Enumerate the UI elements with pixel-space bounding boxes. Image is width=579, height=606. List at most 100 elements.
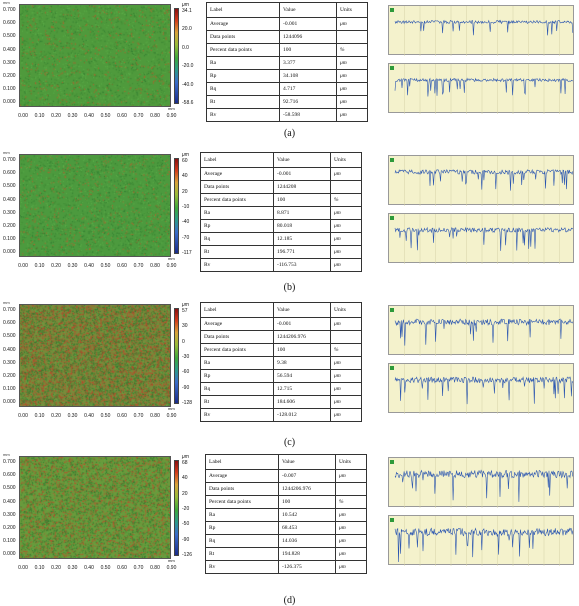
map-x-tick: 0.50 bbox=[100, 113, 111, 119]
table-cell: Data points bbox=[206, 30, 280, 44]
table-cell: Percent data points bbox=[205, 495, 279, 509]
map-x-tick: 0.20 bbox=[51, 113, 61, 119]
map-x-tick: 0.60 bbox=[117, 413, 127, 419]
profile-marker bbox=[390, 66, 394, 70]
map-y-tick: 0.000 bbox=[3, 99, 16, 106]
profile-marker bbox=[390, 216, 394, 220]
table-cell: 9.38 bbox=[273, 356, 331, 370]
map-y-tick: 0.000 bbox=[3, 399, 16, 406]
colorbar-tick: -90 bbox=[182, 384, 190, 391]
table-cell: 1244206.976 bbox=[273, 330, 331, 344]
colorbar-unit: μm bbox=[182, 302, 189, 308]
map-y-tick: 0.200 bbox=[3, 525, 16, 531]
roughness-profile-plot bbox=[388, 5, 574, 56]
table-cell: μm bbox=[330, 317, 362, 331]
table-cell: 1244206.976 bbox=[278, 482, 336, 496]
table-cell: μm bbox=[336, 69, 368, 83]
table-cell: 8.871 bbox=[273, 206, 331, 220]
colorbar-tick: 20 bbox=[182, 490, 188, 497]
table-cell: Average bbox=[206, 17, 280, 31]
table-cell: μm bbox=[335, 469, 367, 483]
table-cell: μm bbox=[335, 508, 367, 522]
map-y-tick: 0.300 bbox=[3, 59, 16, 66]
table-cell: μm bbox=[336, 56, 368, 70]
table-cell: Rv bbox=[200, 408, 274, 422]
table-header-cell: Value bbox=[279, 2, 337, 18]
height-map-image bbox=[19, 4, 171, 107]
table-row: Rp 80.018 μm bbox=[200, 219, 362, 233]
map-x-tick: 0.50 bbox=[100, 413, 111, 419]
colorbar-tick: 40 bbox=[182, 173, 188, 180]
table-cell: Average bbox=[200, 167, 274, 181]
map-y-tick: 0.200 bbox=[3, 73, 16, 79]
map-y-tick: 0.700 bbox=[3, 7, 16, 13]
map-x-tick: 0.70 bbox=[133, 413, 144, 419]
table-row: Rt 196.771 μm bbox=[200, 245, 362, 259]
map-x-tick: 0.40 bbox=[84, 565, 94, 571]
profile-trace bbox=[390, 214, 574, 264]
table-row: Ra 8.871 μm bbox=[200, 206, 362, 220]
map-x-tick: 0.80 bbox=[150, 263, 160, 269]
table-cell: μm bbox=[335, 560, 367, 574]
map-y-tick: 0.200 bbox=[3, 373, 16, 379]
table-row: Rp 56.594 μm bbox=[200, 369, 362, 383]
table-row: Average -0.001 μm bbox=[200, 167, 362, 181]
table-header-cell: Label bbox=[200, 302, 274, 318]
map-y-tick: 0.100 bbox=[3, 86, 16, 93]
table-cell: Data points bbox=[200, 180, 274, 194]
map-y-tick: 0.100 bbox=[3, 538, 16, 545]
table-cell: -116.753 bbox=[273, 258, 331, 272]
table-cell: Rt bbox=[200, 395, 274, 409]
profile-line bbox=[394, 226, 574, 251]
colorbar-tick: 40 bbox=[182, 475, 188, 482]
panel-caption: (c) bbox=[283, 437, 296, 448]
map-unit-label: mm bbox=[3, 150, 10, 155]
table-cell: 1244208 bbox=[273, 180, 331, 194]
table-cell: 34.108 bbox=[279, 69, 337, 83]
table-cell: μm bbox=[336, 17, 368, 31]
table-cell: Percent data points bbox=[200, 193, 274, 207]
table-row: Rv -116.753 μm bbox=[200, 258, 362, 272]
table-cell: μm bbox=[330, 219, 362, 233]
table-row: Average -0.001 μm bbox=[206, 17, 368, 31]
table-row: Percent data points 100% bbox=[206, 43, 368, 57]
table-header-cell: Value bbox=[273, 302, 331, 318]
colorbar-tick: -50 bbox=[182, 521, 190, 528]
map-unit-label: mm bbox=[3, 452, 10, 457]
height-map-texture bbox=[20, 5, 170, 106]
table-row: Rv -128.012 μm bbox=[200, 408, 362, 422]
map-x-tick: 0.30 bbox=[67, 113, 78, 119]
map-x-tick: 0.70 bbox=[133, 263, 144, 269]
colorbar-unit: μm bbox=[182, 454, 189, 460]
table-cell: Rq bbox=[200, 232, 274, 246]
colorbar-tick: 30 bbox=[182, 323, 188, 330]
map-y-tick: 0.400 bbox=[3, 196, 16, 203]
map-x-tick: 0.30 bbox=[67, 413, 78, 419]
map-y-tick: 0.700 bbox=[3, 459, 16, 465]
table-cell: % bbox=[335, 495, 367, 509]
map-x-tick: 0.90 bbox=[166, 413, 177, 419]
map-y-tick: 0.000 bbox=[3, 249, 16, 256]
panel-b: mm 0.700 0.600 0.500 0.400 0.300 0.200 0.100 0.0… bbox=[0, 150, 579, 290]
panel-c: mm 0.700 0.600 0.500 0.400 0.300 0.200 0.100 0.0… bbox=[0, 300, 579, 440]
table-cell: μm bbox=[330, 408, 362, 422]
roughness-parameter-table: Label Value Units Average -0.007 μm Data point… bbox=[205, 454, 367, 574]
map-y-tick: 0.200 bbox=[3, 223, 16, 229]
table-header-cell: Value bbox=[273, 152, 331, 168]
colorbar-tick: -10 bbox=[182, 204, 190, 210]
map-y-tick: 0.300 bbox=[3, 359, 16, 366]
map-x-tick: 0.30 bbox=[67, 565, 78, 571]
profile-line bbox=[394, 77, 573, 97]
profile-trace bbox=[390, 156, 574, 206]
table-cell: 80.018 bbox=[273, 219, 331, 233]
map-x-tick: 0.40 bbox=[84, 413, 94, 419]
table-row: Data points 1244206.976 bbox=[200, 330, 362, 344]
height-colorbar bbox=[174, 158, 179, 254]
roughness-profile-plot bbox=[388, 305, 574, 356]
table-row: Ra 9.38 μm bbox=[200, 356, 362, 370]
colorbar-unit: μm bbox=[182, 2, 189, 8]
map-x-tick: 0.80 bbox=[150, 565, 160, 571]
table-header-cell: Value bbox=[278, 454, 336, 470]
map-x-tick: 0.10 bbox=[34, 565, 45, 571]
profile-trace bbox=[390, 64, 573, 114]
